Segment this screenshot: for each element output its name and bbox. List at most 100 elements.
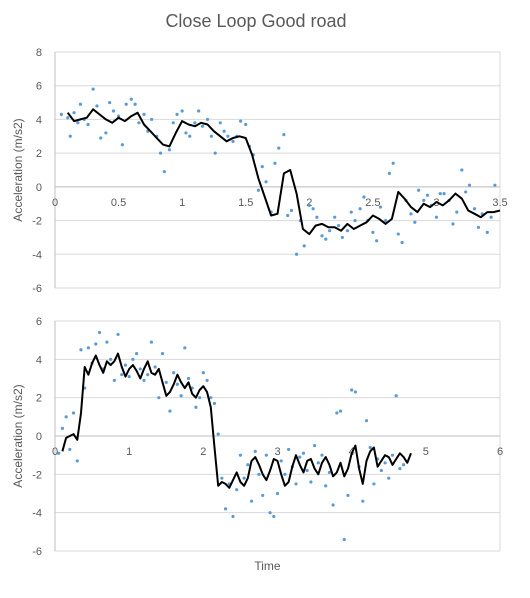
data-point bbox=[394, 394, 398, 398]
data-point bbox=[368, 445, 372, 450]
data-point bbox=[340, 235, 344, 240]
data-point bbox=[235, 488, 239, 492]
data-point bbox=[301, 451, 306, 455]
data-point bbox=[112, 378, 116, 383]
y-tick-label: 2 bbox=[36, 393, 42, 405]
data-point bbox=[387, 476, 391, 480]
data-point bbox=[485, 230, 489, 234]
data-point bbox=[220, 476, 224, 480]
data-point bbox=[64, 415, 68, 419]
data-point bbox=[358, 207, 362, 211]
data-point bbox=[362, 195, 366, 199]
data-point bbox=[78, 102, 83, 106]
data-point bbox=[383, 461, 387, 465]
data-point bbox=[282, 133, 286, 137]
data-point bbox=[200, 124, 205, 128]
data-point bbox=[123, 363, 128, 367]
data-point bbox=[302, 244, 306, 248]
y-tick-label: 0 bbox=[36, 431, 42, 443]
data-point bbox=[150, 117, 154, 122]
data-point bbox=[349, 210, 353, 214]
moving-average-line bbox=[66, 108, 501, 236]
data-point bbox=[184, 131, 188, 135]
y-tick-label: 0 bbox=[36, 182, 42, 194]
data-point bbox=[472, 207, 477, 211]
data-point bbox=[335, 411, 339, 415]
data-point bbox=[86, 346, 90, 350]
data-point bbox=[371, 230, 375, 234]
data-point bbox=[209, 396, 213, 400]
x-tick-label: 5 bbox=[423, 446, 429, 458]
data-point bbox=[179, 394, 183, 398]
y-tick-label: 8 bbox=[36, 47, 42, 59]
data-point bbox=[231, 139, 235, 143]
data-point bbox=[383, 218, 388, 223]
data-point bbox=[209, 134, 213, 138]
data-point bbox=[242, 476, 246, 480]
data-point bbox=[171, 121, 175, 125]
data-point bbox=[194, 405, 198, 409]
data-point bbox=[222, 129, 226, 133]
data-point bbox=[442, 192, 446, 196]
data-point bbox=[375, 239, 379, 243]
data-point bbox=[346, 493, 350, 498]
data-point bbox=[164, 380, 168, 384]
data-point bbox=[149, 340, 154, 344]
data-point bbox=[379, 468, 383, 473]
data-point bbox=[320, 453, 324, 457]
data-point bbox=[239, 119, 243, 123]
data-point bbox=[68, 134, 72, 138]
data-point bbox=[378, 205, 383, 209]
data-point bbox=[116, 332, 120, 337]
data-point bbox=[464, 190, 468, 194]
data-point bbox=[387, 171, 391, 175]
data-point bbox=[158, 151, 163, 155]
data-point bbox=[246, 463, 250, 467]
data-point bbox=[260, 165, 264, 169]
y-tick-label: -2 bbox=[32, 469, 42, 481]
data-point bbox=[249, 499, 254, 503]
data-point bbox=[396, 232, 400, 236]
data-point bbox=[264, 453, 268, 457]
data-point bbox=[238, 453, 243, 457]
data-point bbox=[59, 112, 63, 116]
data-point bbox=[400, 240, 404, 245]
data-point bbox=[409, 212, 413, 216]
data-point bbox=[160, 351, 165, 356]
data-point bbox=[175, 382, 179, 386]
y-tick-label: 6 bbox=[36, 316, 42, 328]
data-point bbox=[320, 234, 324, 238]
data-point bbox=[197, 109, 201, 113]
data-point bbox=[489, 215, 493, 219]
data-point bbox=[298, 455, 302, 459]
data-point bbox=[79, 348, 83, 352]
y-tick-label: -2 bbox=[32, 216, 42, 228]
data-point bbox=[353, 390, 357, 394]
x-tick-label: 3 bbox=[274, 446, 280, 458]
data-point bbox=[218, 121, 222, 125]
data-point bbox=[75, 459, 79, 463]
y-tick-label: -6 bbox=[32, 546, 42, 558]
x-tick-label: 2.5 bbox=[365, 197, 380, 209]
data-point bbox=[283, 472, 287, 476]
data-point bbox=[287, 447, 291, 452]
data-point bbox=[398, 466, 402, 471]
x-tick-label: 3.5 bbox=[492, 197, 507, 209]
y-tick-label: 6 bbox=[36, 81, 42, 93]
data-point bbox=[401, 463, 406, 467]
data-point bbox=[253, 449, 257, 453]
data-point bbox=[167, 148, 172, 152]
data-point bbox=[257, 472, 261, 476]
data-point bbox=[289, 208, 294, 213]
data-point bbox=[338, 409, 343, 413]
x-tick-label: 1 bbox=[126, 446, 132, 458]
data-point bbox=[137, 121, 141, 125]
data-point bbox=[256, 188, 261, 192]
data-point bbox=[109, 357, 113, 361]
data-point bbox=[205, 378, 209, 383]
data-point bbox=[350, 388, 354, 392]
data-point bbox=[361, 499, 365, 503]
data-point bbox=[493, 183, 497, 187]
